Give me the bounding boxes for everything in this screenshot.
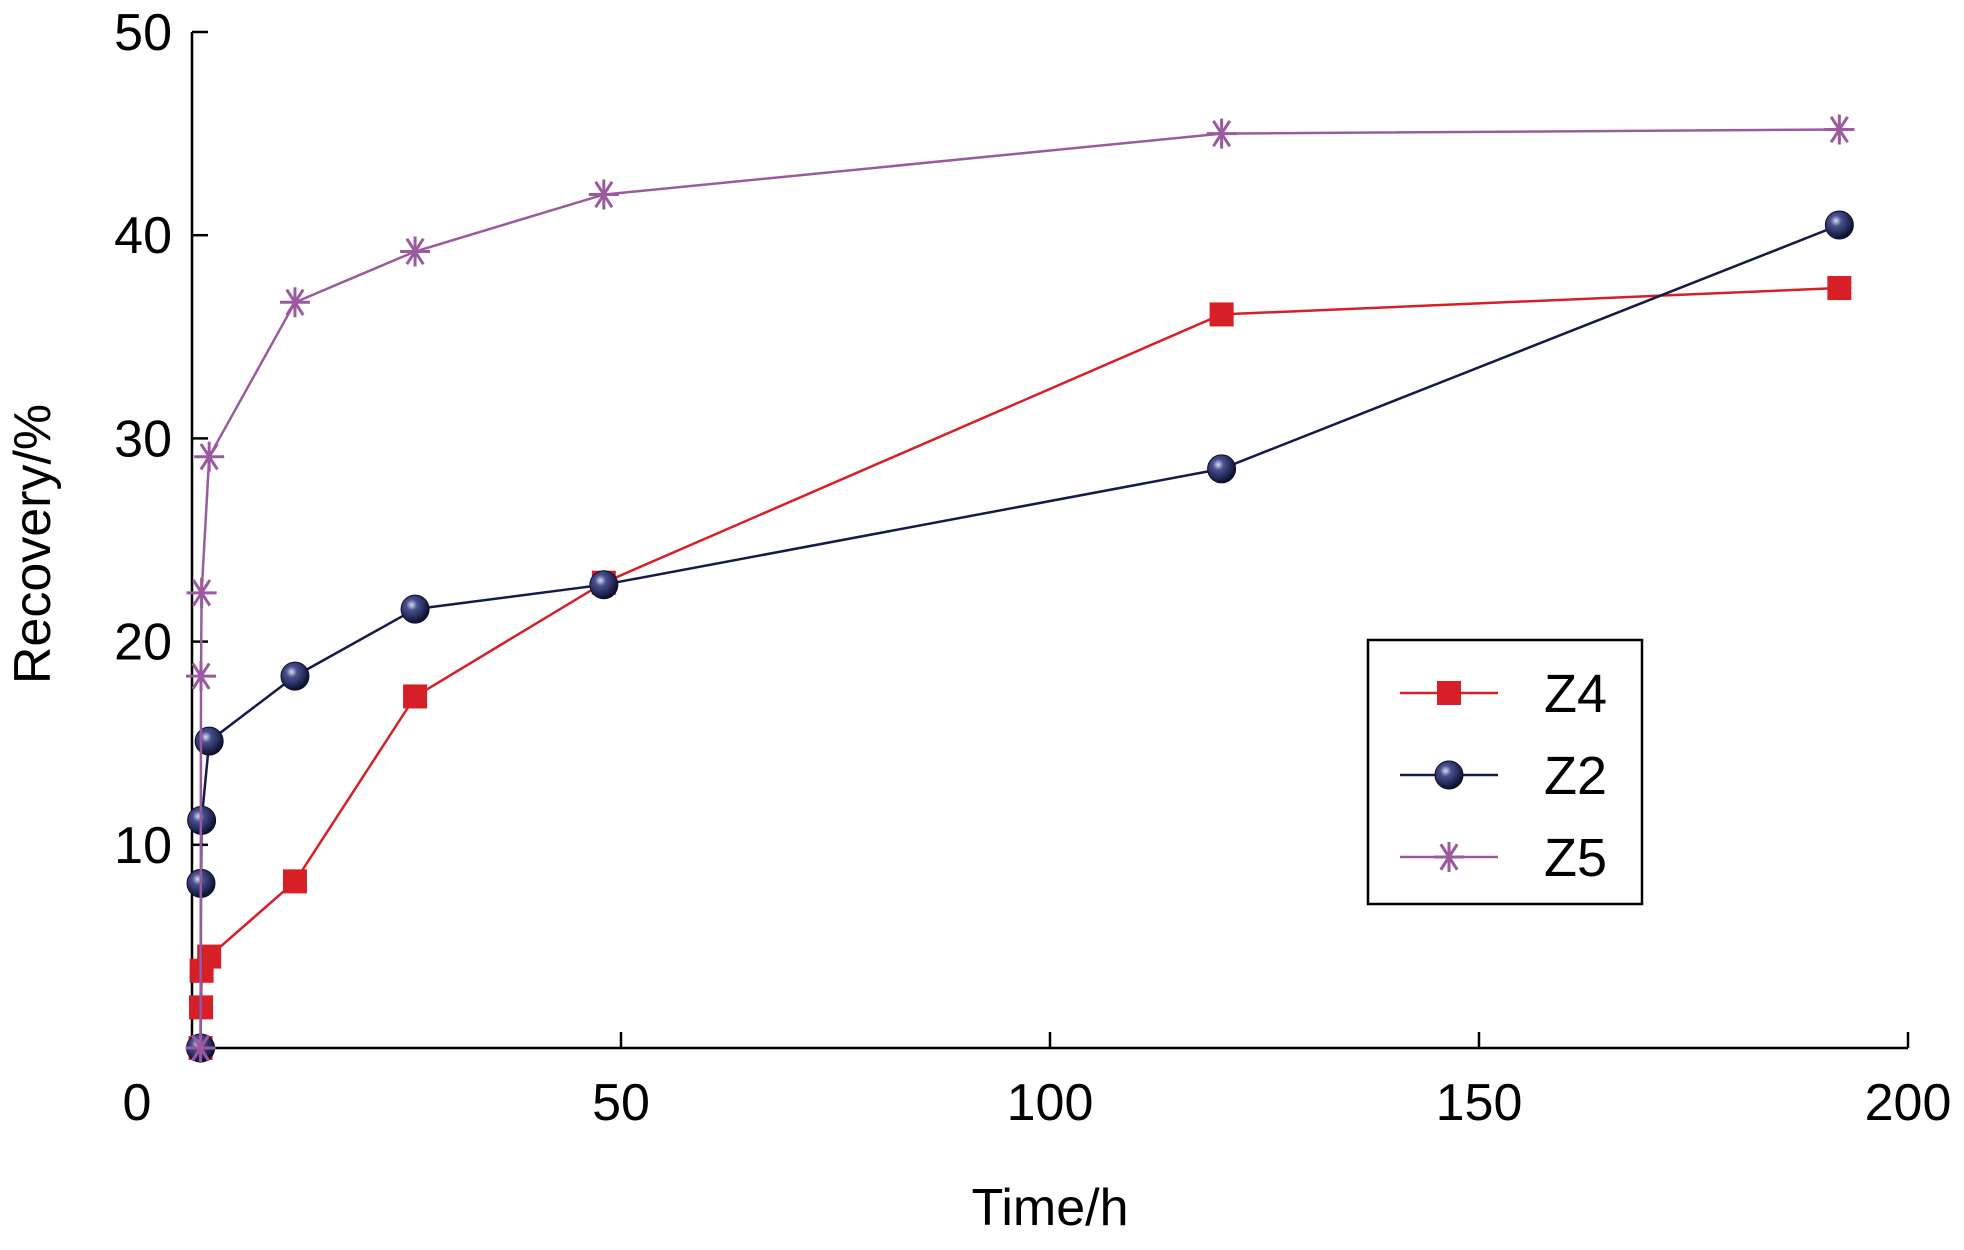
data-point bbox=[280, 661, 310, 691]
series-line-Z2 bbox=[199, 223, 1840, 1049]
data-point bbox=[185, 1033, 216, 1063]
legend-item-Z5: Z5 bbox=[1400, 828, 1607, 888]
data-point bbox=[1824, 114, 1855, 145]
data-point bbox=[279, 287, 310, 318]
y-tick-label: 40 bbox=[114, 207, 172, 265]
series-Z5 bbox=[185, 114, 1855, 1063]
y-tick-label: 20 bbox=[114, 614, 172, 672]
data-point bbox=[400, 594, 430, 624]
data-point bbox=[194, 441, 225, 472]
legend-label: Z4 bbox=[1544, 664, 1607, 724]
y-tick-label: 10 bbox=[114, 817, 172, 875]
legend-box bbox=[1366, 638, 1644, 906]
y-tick-label: 30 bbox=[114, 410, 172, 468]
data-point bbox=[1434, 842, 1464, 872]
data-point bbox=[588, 179, 619, 210]
y-tick-label: 50 bbox=[114, 4, 172, 62]
x-tick-label: 0 bbox=[123, 1074, 152, 1132]
x-tick-label: 200 bbox=[1865, 1074, 1952, 1132]
data-point bbox=[1437, 681, 1461, 705]
data-point bbox=[1209, 302, 1234, 327]
data-point bbox=[282, 869, 307, 894]
x-tick-label: 150 bbox=[1436, 1074, 1523, 1132]
data-point bbox=[1206, 118, 1237, 149]
data-point bbox=[1824, 210, 1854, 240]
data-point bbox=[186, 577, 217, 608]
series-Z2 bbox=[186, 210, 1854, 1063]
series-line-Z5 bbox=[199, 128, 1840, 1049]
data-point bbox=[589, 570, 619, 600]
x-tick-label: 50 bbox=[592, 1074, 650, 1132]
data-point bbox=[194, 726, 224, 756]
y-axis-title: Recovery/% bbox=[4, 404, 62, 684]
data-point bbox=[1827, 276, 1852, 301]
legend-label: Z5 bbox=[1544, 828, 1607, 888]
data-point bbox=[403, 684, 428, 709]
data-point bbox=[186, 661, 217, 692]
x-tick-label: 100 bbox=[1007, 1074, 1094, 1132]
legend-item-Z2: Z2 bbox=[1400, 746, 1607, 806]
data-point bbox=[1207, 454, 1237, 484]
data-point bbox=[1434, 760, 1464, 790]
legend-label: Z2 bbox=[1544, 746, 1607, 806]
data-point bbox=[400, 236, 431, 267]
legend-item-Z4: Z4 bbox=[1400, 664, 1607, 724]
x-axis-title: Time/h bbox=[972, 1179, 1129, 1237]
